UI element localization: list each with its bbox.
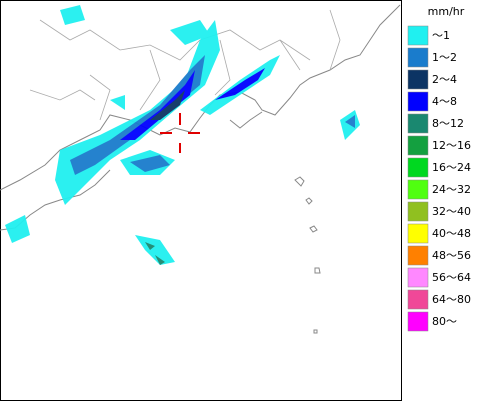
legend-unit: mm/hr bbox=[428, 5, 465, 18]
legend-label: 8～12 bbox=[432, 117, 464, 130]
cross-marker bbox=[160, 113, 200, 153]
legend-label: 80～ bbox=[432, 315, 457, 328]
map bbox=[0, 0, 402, 401]
legend-swatch bbox=[407, 113, 429, 134]
legend-label: 48～56 bbox=[432, 249, 471, 262]
rain-echo bbox=[5, 5, 360, 265]
legend-label: 32～40 bbox=[432, 205, 471, 218]
legend-label: 56～64 bbox=[432, 271, 471, 284]
prefecture-border bbox=[29, 9, 341, 121]
legend-swatch bbox=[407, 223, 429, 244]
coastline bbox=[229, 111, 263, 129]
legend-swatch bbox=[407, 179, 429, 200]
legend-swatch bbox=[407, 245, 429, 266]
legend-swatch bbox=[407, 311, 429, 332]
legend-label: 4～8 bbox=[432, 95, 457, 108]
legend-swatch bbox=[407, 267, 429, 288]
legend-label: 16～24 bbox=[432, 161, 471, 174]
legend-label: ～1 bbox=[432, 29, 450, 42]
legend-label: 24～32 bbox=[432, 183, 471, 196]
legend-label: 64～80 bbox=[432, 293, 471, 306]
legend-label: 12～16 bbox=[432, 139, 471, 152]
legend-swatch bbox=[407, 157, 429, 178]
legend: mm/hr ～1 1～2 2～4 4～8 8～12 12～16 16～24 24～32 32～4… bbox=[407, 5, 471, 332]
legend-label: 1～2 bbox=[432, 51, 457, 64]
legend-swatch bbox=[407, 201, 429, 222]
legend-swatch bbox=[407, 289, 429, 310]
legend-swatch bbox=[407, 135, 429, 156]
island bbox=[294, 176, 321, 334]
legend-swatch bbox=[407, 25, 429, 46]
legend-swatch bbox=[407, 47, 429, 68]
legend-label: 40～48 bbox=[432, 227, 471, 240]
legend-swatch bbox=[407, 69, 429, 90]
legend-label: 2～4 bbox=[432, 73, 457, 86]
legend-swatch bbox=[407, 91, 429, 112]
